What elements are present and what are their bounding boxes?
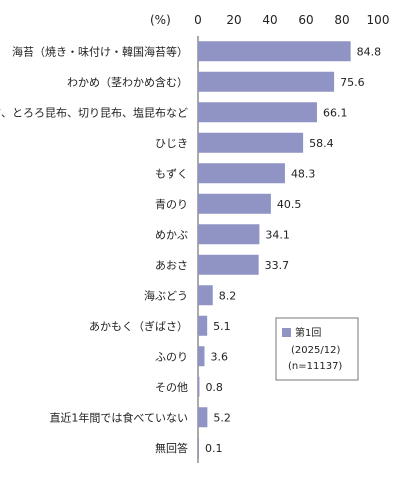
x-tick-label: 40 bbox=[262, 13, 277, 27]
legend-date: (2025/12) bbox=[291, 345, 340, 356]
data-label: 34.1 bbox=[265, 228, 290, 241]
category-label: 昆布、とろろ昆布、切り昆布、塩昆布など bbox=[0, 105, 188, 119]
x-ticks: 0 20 40 60 80 100 bbox=[194, 13, 389, 27]
category-label: ふのり bbox=[155, 350, 188, 363]
data-label: 75.6 bbox=[340, 76, 365, 89]
bar bbox=[198, 315, 208, 336]
category-label: 海ぶどう bbox=[144, 288, 188, 302]
bars bbox=[198, 41, 351, 458]
category-label: その他 bbox=[155, 381, 188, 394]
bar bbox=[198, 285, 213, 306]
data-label: 0.1 bbox=[205, 442, 223, 455]
data-label: 40.5 bbox=[277, 198, 302, 211]
unit-label: (%) bbox=[150, 13, 171, 27]
category-label: 無回答 bbox=[155, 441, 188, 455]
data-label: 33.7 bbox=[265, 259, 290, 272]
bar bbox=[198, 407, 208, 428]
bar bbox=[198, 163, 285, 184]
data-label: 84.8 bbox=[357, 45, 382, 58]
value-labels: 84.8 75.6 66.1 58.4 48.3 40.5 34.1 33.7 8.2 5.1 3.… bbox=[205, 45, 381, 455]
bar bbox=[198, 224, 260, 245]
category-label: ひじき bbox=[155, 137, 188, 150]
data-label: 0.8 bbox=[205, 381, 223, 394]
bar bbox=[198, 71, 335, 92]
category-label: もずく bbox=[155, 167, 188, 180]
data-label: 66.1 bbox=[323, 106, 348, 119]
legend-label: 第1回 bbox=[295, 326, 321, 339]
data-label: 48.3 bbox=[291, 167, 316, 180]
bar bbox=[198, 41, 351, 62]
bar bbox=[198, 193, 271, 214]
category-label: めかぶ bbox=[155, 228, 188, 241]
bar bbox=[198, 346, 205, 367]
category-label: 直近1年間では食べていない bbox=[49, 410, 188, 424]
legend: 第1回 (2025/12) (n=11137) bbox=[275, 317, 359, 381]
category-label: あおさ bbox=[155, 259, 188, 272]
data-label: 8.2 bbox=[219, 289, 237, 302]
bar bbox=[198, 437, 199, 458]
category-labels: 海苔（焼き・味付け・韓国海苔等） わかめ（茎わかめ含む） 昆布、とろろ昆布、切り昆布… bbox=[0, 44, 188, 455]
x-tick-label: 80 bbox=[334, 13, 349, 27]
bar bbox=[198, 254, 259, 275]
legend-swatch bbox=[282, 328, 291, 337]
category-label: 青のり bbox=[155, 198, 188, 211]
bar bbox=[198, 102, 317, 123]
category-label: 海苔（焼き・味付け・韓国海苔等） bbox=[12, 44, 188, 58]
category-label: あかもく（ぎばさ） bbox=[89, 319, 188, 333]
legend-n: (n=11137) bbox=[288, 361, 342, 372]
x-tick-label: 100 bbox=[367, 13, 390, 27]
bar bbox=[198, 132, 304, 153]
data-label: 58.4 bbox=[309, 137, 334, 150]
category-label: わかめ（茎わかめ含む） bbox=[67, 75, 188, 89]
data-label: 3.6 bbox=[210, 350, 228, 363]
data-label: 5.2 bbox=[213, 411, 231, 424]
x-tick-label: 0 bbox=[194, 13, 202, 27]
x-tick-label: 60 bbox=[298, 13, 313, 27]
x-tick-label: 20 bbox=[226, 13, 241, 27]
data-label: 5.1 bbox=[213, 320, 231, 333]
bar bbox=[198, 376, 200, 397]
